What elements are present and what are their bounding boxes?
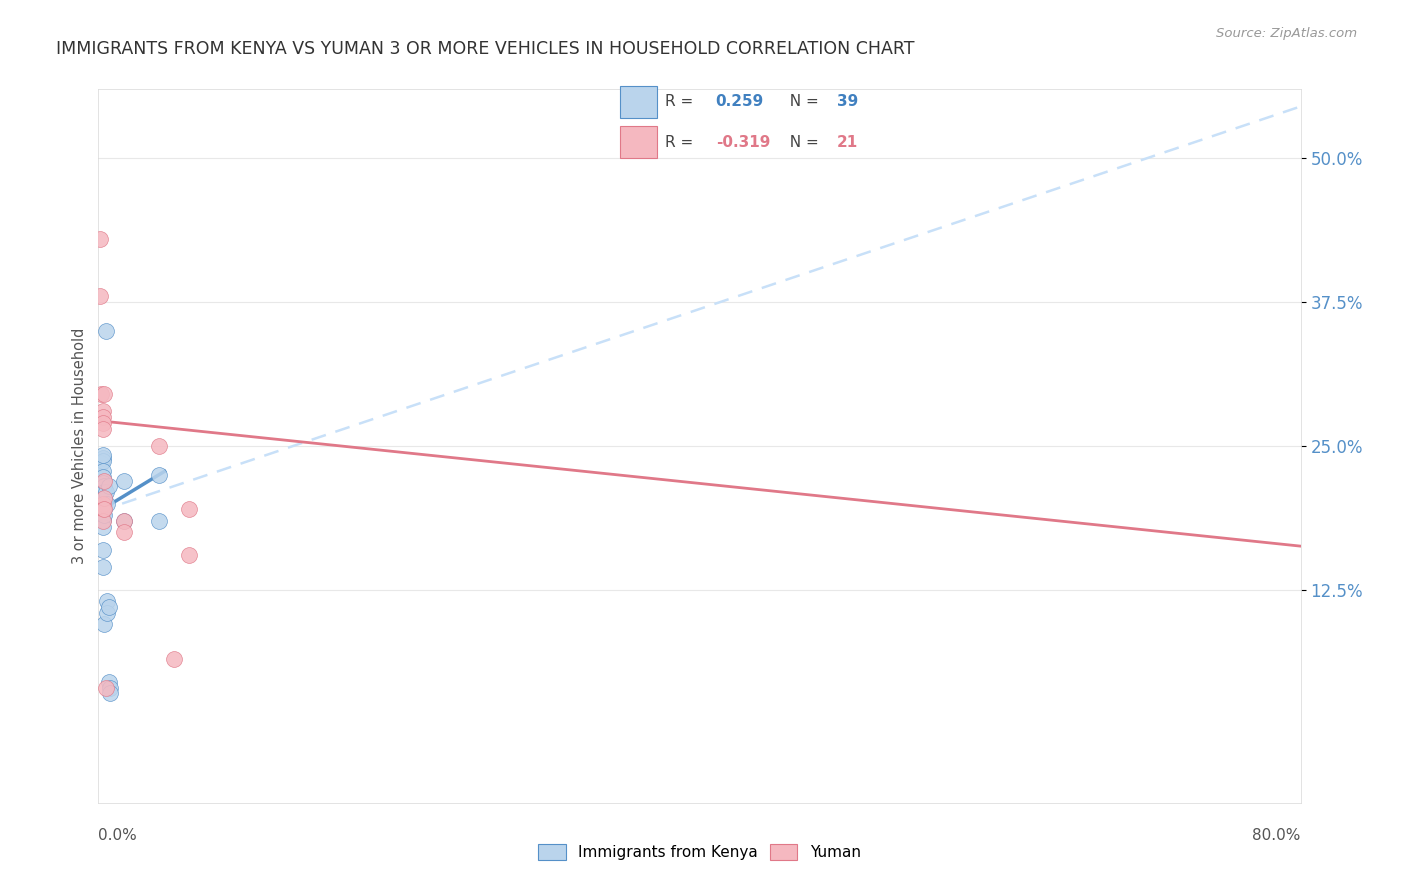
Point — [97, 479, 120, 493]
Point — [93, 387, 115, 401]
Point — [94, 485, 117, 500]
Point — [91, 464, 114, 478]
FancyBboxPatch shape — [620, 126, 657, 158]
Point — [93, 491, 115, 505]
Text: 0.0%: 0.0% — [98, 828, 138, 843]
Text: 0.259: 0.259 — [716, 95, 763, 110]
Point — [91, 416, 114, 430]
Point — [93, 479, 115, 493]
Point — [91, 422, 114, 436]
Point — [96, 594, 118, 608]
Point — [91, 448, 114, 462]
Point — [91, 542, 114, 557]
Text: IMMIGRANTS FROM KENYA VS YUMAN 3 OR MORE VEHICLES IN HOUSEHOLD CORRELATION CHART: IMMIGRANTS FROM KENYA VS YUMAN 3 OR MORE… — [56, 40, 915, 58]
Point — [91, 475, 114, 490]
Point — [93, 474, 115, 488]
Point — [90, 387, 112, 401]
Point — [162, 652, 184, 666]
Point — [100, 681, 122, 695]
Point — [93, 508, 115, 522]
Text: 80.0%: 80.0% — [1253, 828, 1301, 843]
FancyBboxPatch shape — [620, 87, 657, 119]
Point — [91, 491, 114, 505]
Point — [100, 686, 122, 700]
Point — [93, 502, 115, 516]
Text: R =: R = — [665, 135, 699, 150]
Point — [97, 600, 120, 615]
Point — [93, 491, 115, 505]
Point — [91, 506, 114, 520]
Point — [93, 617, 115, 632]
Point — [148, 467, 170, 482]
Point — [177, 502, 200, 516]
Text: Source: ZipAtlas.com: Source: ZipAtlas.com — [1216, 27, 1357, 40]
Text: -0.319: -0.319 — [716, 135, 770, 150]
Text: R =: R = — [665, 95, 703, 110]
Point — [93, 502, 115, 516]
Point — [94, 681, 117, 695]
Text: N =: N = — [780, 135, 824, 150]
Point — [89, 289, 111, 303]
Point — [112, 525, 135, 540]
Point — [91, 497, 114, 511]
Text: N =: N = — [780, 95, 824, 110]
Point — [93, 497, 115, 511]
Point — [148, 439, 170, 453]
Point — [89, 232, 111, 246]
Point — [177, 549, 200, 563]
Point — [112, 474, 135, 488]
Point — [90, 479, 112, 493]
Point — [91, 450, 114, 465]
Y-axis label: 3 or more Vehicles in Household: 3 or more Vehicles in Household — [72, 328, 87, 564]
Point — [89, 479, 111, 493]
Point — [148, 514, 170, 528]
Point — [91, 470, 114, 484]
Point — [90, 456, 112, 470]
Point — [96, 606, 118, 620]
Point — [90, 474, 112, 488]
Text: 21: 21 — [837, 135, 858, 150]
Point — [93, 485, 115, 500]
Point — [91, 519, 114, 533]
Point — [97, 675, 120, 690]
Text: 39: 39 — [837, 95, 858, 110]
Point — [91, 497, 114, 511]
Point — [96, 497, 118, 511]
Point — [91, 404, 114, 418]
Point — [91, 559, 114, 574]
Point — [91, 410, 114, 425]
Point — [91, 454, 114, 468]
Legend: Immigrants from Kenya, Yuman: Immigrants from Kenya, Yuman — [531, 838, 868, 866]
Point — [112, 514, 135, 528]
Point — [94, 324, 117, 338]
Point — [112, 514, 135, 528]
Point — [91, 513, 114, 527]
Point — [91, 514, 114, 528]
Point — [91, 502, 114, 516]
Point — [89, 497, 111, 511]
